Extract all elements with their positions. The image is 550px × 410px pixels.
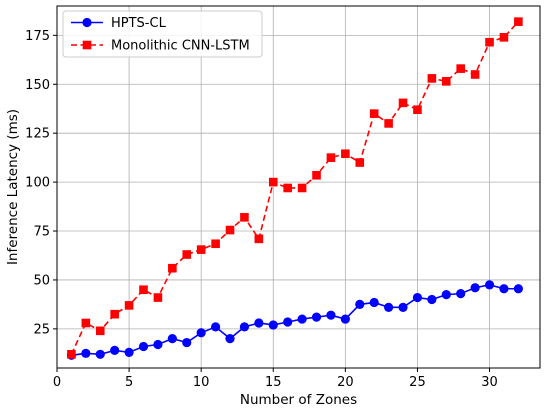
- data-point-hpts-cl: [283, 317, 293, 327]
- data-point-monolithic-cnn-lstm: [427, 74, 437, 83]
- data-point-monolithic-cnn-lstm: [384, 119, 393, 128]
- data-point-hpts-cl: [297, 314, 307, 324]
- data-point-monolithic-cnn-lstm: [67, 350, 76, 359]
- data-point-monolithic-cnn-lstm: [413, 105, 422, 115]
- grid-lines: [56, 6, 540, 368]
- data-point-hpts-cl: [210, 322, 221, 332]
- data-point-hpts-cl: [513, 284, 523, 294]
- y-tick-label: 75: [33, 225, 50, 240]
- data-point-monolithic-cnn-lstm: [254, 234, 264, 244]
- data-point-hpts-cl: [398, 302, 408, 312]
- x-tick-label: 25: [409, 375, 426, 390]
- data-point-monolithic-cnn-lstm: [326, 153, 336, 162]
- data-point-monolithic-cnn-lstm: [225, 225, 235, 235]
- x-tick-label: 10: [193, 375, 210, 390]
- data-point-monolithic-cnn-lstm: [312, 170, 321, 180]
- data-point-monolithic-cnn-lstm: [196, 245, 206, 254]
- data-point-hpts-cl: [239, 322, 250, 332]
- data-point-monolithic-cnn-lstm: [369, 109, 379, 118]
- data-point-monolithic-cnn-lstm: [456, 64, 466, 73]
- data-point-hpts-cl: [81, 348, 91, 358]
- data-point-monolithic-cnn-lstm: [283, 183, 292, 193]
- data-point-hpts-cl: [369, 297, 379, 308]
- data-point-monolithic-cnn-lstm: [514, 17, 523, 26]
- data-point-monolithic-cnn-lstm: [470, 70, 480, 79]
- data-point-monolithic-cnn-lstm: [110, 309, 119, 319]
- data-point-monolithic-cnn-lstm: [297, 183, 307, 193]
- data-point-hpts-cl: [456, 289, 466, 299]
- data-point-hpts-cl: [138, 341, 149, 352]
- data-point-hpts-cl: [384, 302, 394, 312]
- y-tick-label: 25: [33, 322, 50, 337]
- series-line-monolithic-cnn-lstm: [70, 21, 519, 355]
- data-point-hpts-cl: [470, 283, 480, 293]
- legend-box: [62, 10, 263, 58]
- data-point-monolithic-cnn-lstm: [168, 263, 177, 273]
- x-tick-label: 15: [265, 375, 282, 390]
- x-axis-label: Number of Zones: [240, 392, 357, 408]
- data-point-hpts-cl: [95, 349, 105, 359]
- y-tick-label: 100: [25, 176, 50, 191]
- data-point-monolithic-cnn-lstm: [485, 37, 494, 47]
- data-point-monolithic-cnn-lstm: [398, 98, 408, 108]
- axis-ticks: 0 5 10 15 20 25 30 25 50 75 100 125 150 175: [25, 29, 498, 390]
- data-point-hpts-cl: [167, 334, 177, 344]
- legend-marker-hpts-cl: [82, 17, 92, 28]
- series-monolithic-cnn-lstm: [67, 17, 523, 359]
- data-point-monolithic-cnn-lstm: [211, 239, 220, 249]
- legend-label-monolithic-cnn-lstm: Monolithic CNN-LSTM: [111, 39, 250, 54]
- data-point-hpts-cl: [427, 294, 437, 305]
- data-point-monolithic-cnn-lstm: [355, 158, 365, 167]
- series-line-hpts-cl: [71, 284, 519, 357]
- plot-area-frame: [56, 5, 541, 369]
- x-tick-label: 0: [53, 375, 61, 390]
- data-point-hpts-cl: [182, 337, 192, 348]
- data-point-hpts-cl: [484, 280, 495, 290]
- data-point-monolithic-cnn-lstm: [139, 285, 148, 295]
- data-point-hpts-cl: [311, 312, 322, 322]
- data-point-hpts-cl: [268, 320, 278, 330]
- data-point-hpts-cl: [355, 299, 365, 310]
- data-point-hpts-cl: [326, 310, 336, 320]
- y-tick-label: 125: [25, 127, 50, 142]
- data-point-monolithic-cnn-lstm: [182, 250, 192, 259]
- data-point-hpts-cl: [254, 318, 264, 328]
- x-tick-label: 5: [125, 375, 133, 390]
- legend: HPTS-CL Monolithic CNN-LSTM: [62, 10, 263, 58]
- y-axis-label: Inference Latency (ms): [5, 109, 21, 265]
- data-point-monolithic-cnn-lstm: [268, 177, 278, 187]
- legend-label-hpts-cl: HPTS-CL: [111, 16, 167, 31]
- y-tick-label: 150: [25, 78, 50, 93]
- x-tick-label: 20: [337, 375, 354, 390]
- data-point-monolithic-cnn-lstm: [153, 293, 163, 302]
- data-point-hpts-cl: [225, 334, 235, 344]
- data-point-hpts-cl: [110, 345, 120, 355]
- data-point-monolithic-cnn-lstm: [441, 77, 451, 86]
- data-point-monolithic-cnn-lstm: [81, 318, 91, 328]
- data-point-hpts-cl: [499, 284, 509, 294]
- x-tick-label: 30: [481, 375, 498, 390]
- data-point-hpts-cl: [412, 292, 423, 303]
- legend-marker-monolithic-cnn-lstm: [82, 40, 92, 50]
- data-point-monolithic-cnn-lstm: [240, 213, 249, 222]
- y-tick-label: 50: [33, 273, 50, 288]
- series-layer: [66, 17, 523, 360]
- data-point-monolithic-cnn-lstm: [499, 33, 509, 42]
- data-point-hpts-cl: [196, 328, 206, 338]
- data-point-hpts-cl: [441, 290, 451, 300]
- y-tick-label: 175: [25, 29, 50, 44]
- data-point-hpts-cl: [124, 347, 134, 357]
- data-point-monolithic-cnn-lstm: [341, 149, 350, 159]
- data-point-monolithic-cnn-lstm: [95, 326, 105, 336]
- data-point-monolithic-cnn-lstm: [124, 301, 134, 310]
- data-point-hpts-cl: [153, 339, 163, 350]
- data-point-hpts-cl: [340, 314, 350, 324]
- series-hpts-cl: [66, 280, 523, 360]
